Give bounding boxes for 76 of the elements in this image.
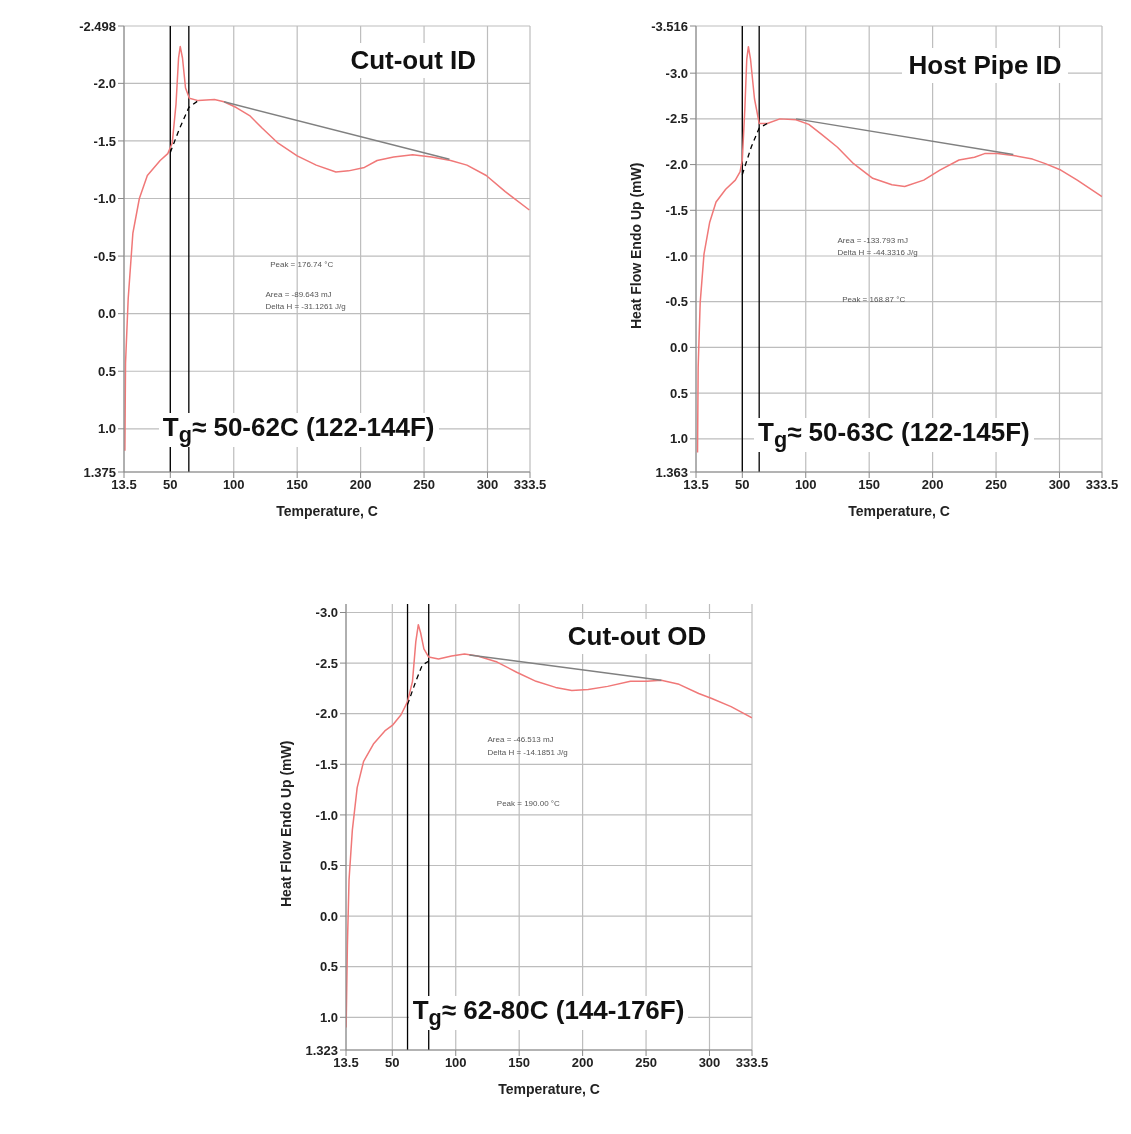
x-tick-label: 300 [1048, 477, 1071, 493]
x-tick-label: 333.5 [1085, 477, 1119, 493]
x-tick-label: 300 [476, 477, 499, 493]
y-tick-label: 1.0 [319, 1009, 338, 1025]
y-tick-label: -0.5 [93, 248, 116, 264]
y-tick-label: -2.0 [665, 157, 688, 173]
x-axis-title: Temperature, C [276, 503, 378, 519]
x-tick-label: 200 [349, 477, 372, 493]
x-tick-label: 150 [286, 477, 309, 493]
annotation: T$_{g}$≈ 62-80C (144-176F) [408, 995, 689, 1031]
annotation: Area = -133.793 mJ [837, 235, 908, 246]
annotation: Area = -46.513 mJ [487, 735, 554, 746]
y-tick-label: -3.0 [315, 605, 338, 621]
annotation: Peak = 168.87 °C [842, 294, 906, 305]
x-tick-label: 333.5 [513, 477, 547, 493]
x-axis-title: Temperature, C [498, 1081, 600, 1097]
y-tick-label: -3.0 [665, 65, 688, 81]
x-tick-label: 13.5 [683, 477, 709, 493]
y-tick-label: -1.0 [665, 248, 688, 264]
line-series [124, 45, 530, 452]
y-tick-label: 0.0 [97, 306, 116, 322]
x-tick-label: 150 [508, 1055, 531, 1071]
annotation: Peak = 176.74 °C [270, 260, 334, 270]
y-tick-label: 1.0 [669, 431, 688, 447]
y-tick-label: -2.0 [93, 75, 116, 91]
annotation: Delta H = -44.3316 J/g [837, 247, 918, 258]
y-tick-label: 0.5 [319, 858, 338, 874]
x-tick-label: 100 [444, 1055, 467, 1071]
y-tick-label: -2.5 [665, 111, 688, 127]
x-tick-label: 13.5 [111, 477, 137, 493]
y-tick-label: 1.363 [655, 464, 688, 480]
x-tick-label: 300 [698, 1055, 721, 1071]
y-axis-title: Heat Flow Endo Up (mW) [277, 740, 294, 907]
x-tick-label: 50 [735, 477, 750, 493]
x-tick-label: 333.5 [735, 1055, 769, 1071]
x-axis-title: Temperature, C [848, 503, 950, 519]
x-tick-label: 13.5 [333, 1055, 359, 1071]
line-series [696, 45, 1102, 454]
annotation: Peak = 190.00 °C [496, 799, 560, 809]
text: Cut-out OD [561, 618, 713, 654]
annotation: T$_{g}$≈ 50-62C (122-144F) [158, 412, 439, 448]
y-tick-label: 0.5 [97, 363, 116, 379]
y-tick-label: -1.0 [93, 191, 116, 207]
y-tick-label: -2.0 [315, 706, 338, 722]
y-tick-label: 1.375 [83, 464, 116, 480]
annotation: Delta H = -14.1851 J/g [487, 747, 568, 758]
annotation: Area = -89.643 mJ [265, 289, 332, 300]
x-tick-label: 100 [222, 477, 245, 493]
y-tick-label: -1.5 [665, 202, 688, 218]
x-tick-label: 200 [921, 477, 944, 493]
y-tick-label: 1.323 [305, 1042, 338, 1058]
x-tick-label: 200 [571, 1055, 594, 1071]
x-tick-label: 50 [385, 1055, 400, 1071]
text: Host Pipe ID [902, 48, 1068, 84]
y-tick-label: -2.5 [315, 655, 338, 671]
y-tick-label: -0.5 [665, 294, 688, 310]
y-tick-label: 0.5 [319, 959, 338, 975]
text: Cut-out ID [344, 43, 483, 79]
annotation: Delta H = -31.1261 J/g [265, 301, 346, 312]
x-tick-label: 150 [858, 477, 881, 493]
y-tick-label: 1.0 [97, 421, 116, 437]
y-axis-title: Heat Flow Endo Up (mW) [627, 162, 644, 329]
x-tick-label: 250 [413, 477, 435, 493]
y-tick-label: -1.5 [93, 133, 116, 149]
y-tick-label: -1.0 [315, 807, 338, 823]
x-tick-label: 250 [635, 1055, 657, 1071]
x-tick-label: 250 [985, 477, 1007, 493]
y-tick-label: 0.0 [319, 908, 338, 924]
y-tick-label: -1.5 [315, 756, 338, 772]
y-tick-label: -2.498 [79, 18, 116, 34]
y-tick-label: -3.516 [651, 18, 688, 34]
x-tick-label: 100 [794, 477, 817, 493]
y-tick-label: 0.5 [669, 385, 688, 401]
y-tick-label: 0.0 [669, 340, 688, 356]
x-tick-label: 50 [163, 477, 178, 493]
annotation: T$_{g}$≈ 50-63C (122-145F) [754, 417, 1034, 453]
